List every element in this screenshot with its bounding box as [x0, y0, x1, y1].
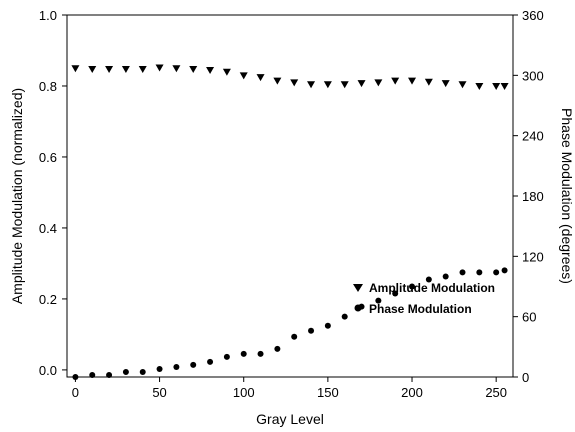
- x-tick-label: 250: [485, 385, 507, 400]
- phase-point: [291, 333, 298, 340]
- phase-point: [392, 290, 399, 297]
- x-axis: 0 50 100 150 200 250: [72, 377, 507, 400]
- legend-amplitude-label: Amplitude Modulation: [369, 281, 495, 295]
- phase-point: [476, 269, 483, 276]
- amplitude-point: [121, 65, 130, 73]
- phase-series: [72, 267, 508, 380]
- legend-phase-label: Phase Modulation: [369, 302, 472, 316]
- amplitude-point: [172, 65, 181, 73]
- phase-point: [156, 365, 163, 372]
- x-axis-title: Gray Level: [256, 411, 324, 427]
- amplitude-point: [492, 82, 501, 90]
- x-tick-label: 200: [401, 385, 423, 400]
- phase-point: [493, 269, 500, 276]
- amplitude-point: [500, 82, 509, 90]
- amplitude-point: [239, 72, 248, 80]
- amplitude-point: [424, 78, 433, 86]
- amplitude-point: [206, 67, 215, 75]
- right-y-tick-label: 0: [522, 370, 529, 385]
- phase-point: [375, 297, 382, 304]
- plot-frame: [66, 14, 514, 378]
- right-y-tick-label: 180: [522, 189, 544, 204]
- phase-point: [240, 350, 247, 357]
- amplitude-point: [71, 65, 80, 73]
- amplitude-point: [408, 77, 417, 85]
- phase-point: [459, 269, 466, 276]
- amplitude-point: [458, 81, 467, 89]
- amplitude-point: [374, 79, 383, 87]
- amplitude-series: [71, 64, 509, 90]
- phase-point: [173, 363, 180, 370]
- amplitude-point: [475, 82, 484, 90]
- right-y-tick-label: 300: [522, 68, 544, 83]
- amplitude-point: [357, 80, 366, 88]
- phase-point: [341, 313, 348, 320]
- left-y-tick-label: 0.2: [39, 292, 57, 307]
- phase-point: [223, 353, 230, 360]
- legend: Amplitude Modulation Phase Modulation: [353, 281, 495, 316]
- x-tick-label: 150: [317, 385, 339, 400]
- amplitude-point: [307, 81, 316, 89]
- phase-point: [274, 345, 281, 352]
- left-y-tick-label: 0.8: [39, 79, 57, 94]
- left-y-tick-label: 1.0: [39, 8, 57, 23]
- phase-point: [442, 273, 449, 280]
- x-tick-label: 0: [72, 385, 79, 400]
- amplitude-point: [340, 81, 349, 89]
- amplitude-point: [256, 74, 265, 82]
- phase-point: [257, 350, 264, 357]
- phase-point: [308, 327, 315, 334]
- amplitude-point: [441, 80, 450, 88]
- left-y-axis: 0.0 0.2 0.4 0.6 0.8 1.0: [39, 8, 67, 378]
- amplitude-point: [290, 79, 299, 87]
- right-y-tick-label: 60: [522, 310, 536, 325]
- amplitude-point: [105, 65, 114, 73]
- amplitude-point: [138, 65, 147, 73]
- x-tick-label: 50: [152, 385, 166, 400]
- amplitude-point: [222, 68, 231, 76]
- left-y-tick-label: 0.4: [39, 221, 57, 236]
- amplitude-point: [273, 77, 282, 85]
- phase-point: [89, 371, 96, 378]
- phase-point: [106, 371, 113, 378]
- left-y-tick-label: 0.0: [39, 363, 57, 378]
- phase-point: [207, 358, 214, 365]
- phase-point: [425, 276, 432, 283]
- right-y-tick-label: 120: [522, 249, 544, 264]
- right-y-axis: 0 60 120 180 240 300 360: [513, 8, 544, 385]
- legend-circle-marker: [354, 304, 362, 312]
- right-y-axis-title: Phase Modulation (degrees): [559, 108, 575, 284]
- right-y-tick-label: 360: [522, 8, 544, 23]
- phase-point: [139, 368, 146, 375]
- phase-point: [190, 361, 197, 368]
- amplitude-point: [155, 64, 164, 72]
- phase-point: [409, 283, 416, 290]
- amplitude-point: [323, 81, 332, 89]
- amplitude-point: [189, 65, 198, 73]
- amplitude-point: [391, 77, 400, 85]
- left-y-tick-label: 0.6: [39, 150, 57, 165]
- x-tick-label: 100: [233, 385, 255, 400]
- phase-point: [122, 368, 129, 375]
- left-y-axis-title: Amplitude Modulation (normalized): [9, 88, 25, 304]
- right-y-tick-label: 240: [522, 129, 544, 144]
- phase-point: [501, 267, 508, 274]
- phase-point: [72, 374, 79, 380]
- amplitude-point: [88, 65, 97, 73]
- legend-triangle-marker: [353, 284, 363, 292]
- phase-point: [324, 322, 331, 329]
